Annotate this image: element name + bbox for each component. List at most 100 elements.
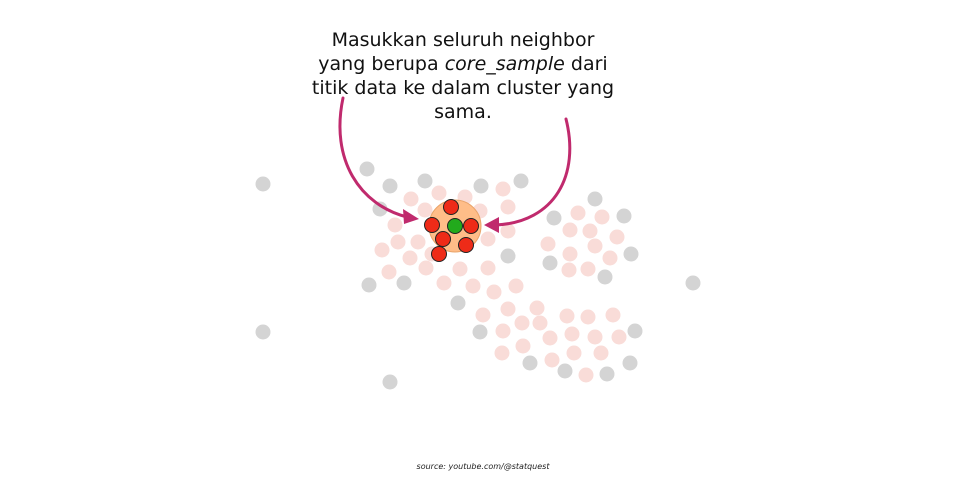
- noise-point: [472, 324, 488, 340]
- cluster-point: [374, 242, 390, 258]
- source-credit: source: youtube.com/@statquest: [416, 462, 550, 471]
- cluster-point: [387, 217, 403, 233]
- noise-point: [372, 201, 388, 217]
- cluster-point: [561, 262, 577, 278]
- left-curved-arrow: [338, 96, 409, 219]
- neighbor-point: [463, 218, 479, 234]
- cluster-point: [418, 260, 434, 276]
- noise-point: [417, 173, 433, 189]
- cluster-point: [381, 264, 397, 280]
- cluster-point: [500, 223, 516, 239]
- cluster-point: [508, 278, 524, 294]
- cluster-point: [602, 250, 618, 266]
- cluster-point: [515, 338, 531, 354]
- cluster-point: [465, 278, 481, 294]
- cluster-point: [559, 308, 575, 324]
- noise-point: [255, 324, 271, 340]
- cluster-point: [529, 300, 545, 316]
- noise-point: [623, 246, 639, 262]
- cluster-point: [570, 205, 586, 221]
- cluster-point: [562, 246, 578, 262]
- cluster-point: [564, 326, 580, 342]
- right-arrowhead: [484, 217, 499, 233]
- noise-point: [587, 191, 603, 207]
- cluster-point: [403, 191, 419, 207]
- cluster-point: [580, 309, 596, 325]
- cluster-point: [582, 223, 598, 239]
- caption-line-2: yang berupa core_sample dari: [283, 52, 643, 76]
- caption-line-2-pre: yang berupa: [318, 53, 445, 75]
- cluster-point: [495, 181, 511, 197]
- noise-point: [627, 323, 643, 339]
- cluster-point: [390, 234, 406, 250]
- cluster-point: [611, 329, 627, 345]
- caption-line-3: titik data ke dalam cluster yang: [311, 77, 615, 99]
- cluster-point: [544, 352, 560, 368]
- cluster-point: [436, 275, 452, 291]
- cluster-point: [587, 238, 603, 254]
- noise-point: [542, 255, 558, 271]
- noise-point: [599, 366, 615, 382]
- cluster-point: [431, 185, 447, 201]
- core-sample-point: [447, 218, 463, 234]
- cluster-point: [486, 284, 502, 300]
- cluster-point: [562, 222, 578, 238]
- caption-core-sample-term: core_sample: [444, 53, 565, 75]
- left-arrowhead: [403, 209, 419, 224]
- arrows: [338, 96, 572, 233]
- cluster-points: [374, 181, 627, 383]
- cluster-point: [566, 345, 582, 361]
- noise-point: [500, 248, 516, 264]
- cluster-point: [402, 250, 418, 266]
- noise-point: [255, 176, 271, 192]
- cluster-point: [514, 315, 530, 331]
- cluster-point: [609, 229, 625, 245]
- noise-point: [450, 295, 466, 311]
- noise-point: [513, 173, 529, 189]
- cluster-point: [540, 236, 556, 252]
- noise-point: [597, 269, 613, 285]
- cluster-point: [532, 315, 548, 331]
- noise-point: [546, 210, 562, 226]
- noise-point: [361, 277, 377, 293]
- cluster-point: [593, 345, 609, 361]
- cluster-point: [587, 329, 603, 345]
- cluster-point: [500, 199, 516, 215]
- cluster-point: [480, 231, 496, 247]
- caption-line-4: sama.: [434, 101, 492, 123]
- neighbor-point: [424, 217, 440, 233]
- cluster-point: [452, 261, 468, 277]
- cluster-point: [494, 345, 510, 361]
- caption-line-1: Masukkan seluruh neighbor: [331, 29, 595, 51]
- cluster-point: [578, 367, 594, 383]
- noise-points: [255, 161, 701, 390]
- cluster-point: [605, 307, 621, 323]
- cluster-point: [475, 307, 491, 323]
- noise-point: [382, 374, 398, 390]
- noise-point: [396, 275, 412, 291]
- core-sample-group: [424, 199, 482, 262]
- caption-text: Masukkan seluruh neighbor yang berupa co…: [283, 28, 643, 124]
- cluster-point: [410, 234, 426, 250]
- cluster-point: [594, 209, 610, 225]
- neighbor-point: [443, 199, 459, 215]
- caption-line-2-post: dari: [564, 53, 608, 75]
- neighbor-point: [435, 231, 451, 247]
- cluster-point: [417, 202, 433, 218]
- noise-point: [382, 178, 398, 194]
- noise-point: [473, 178, 489, 194]
- cluster-point: [580, 261, 596, 277]
- cluster-point: [480, 260, 496, 276]
- noise-point: [359, 161, 375, 177]
- neighbor-point: [458, 237, 474, 253]
- noise-point: [685, 275, 701, 291]
- cluster-point: [542, 330, 558, 346]
- noise-point: [616, 208, 632, 224]
- cluster-point: [500, 301, 516, 317]
- cluster-point: [495, 323, 511, 339]
- noise-point: [557, 363, 573, 379]
- noise-point: [622, 355, 638, 371]
- noise-point: [522, 355, 538, 371]
- right-curved-arrow: [494, 117, 572, 227]
